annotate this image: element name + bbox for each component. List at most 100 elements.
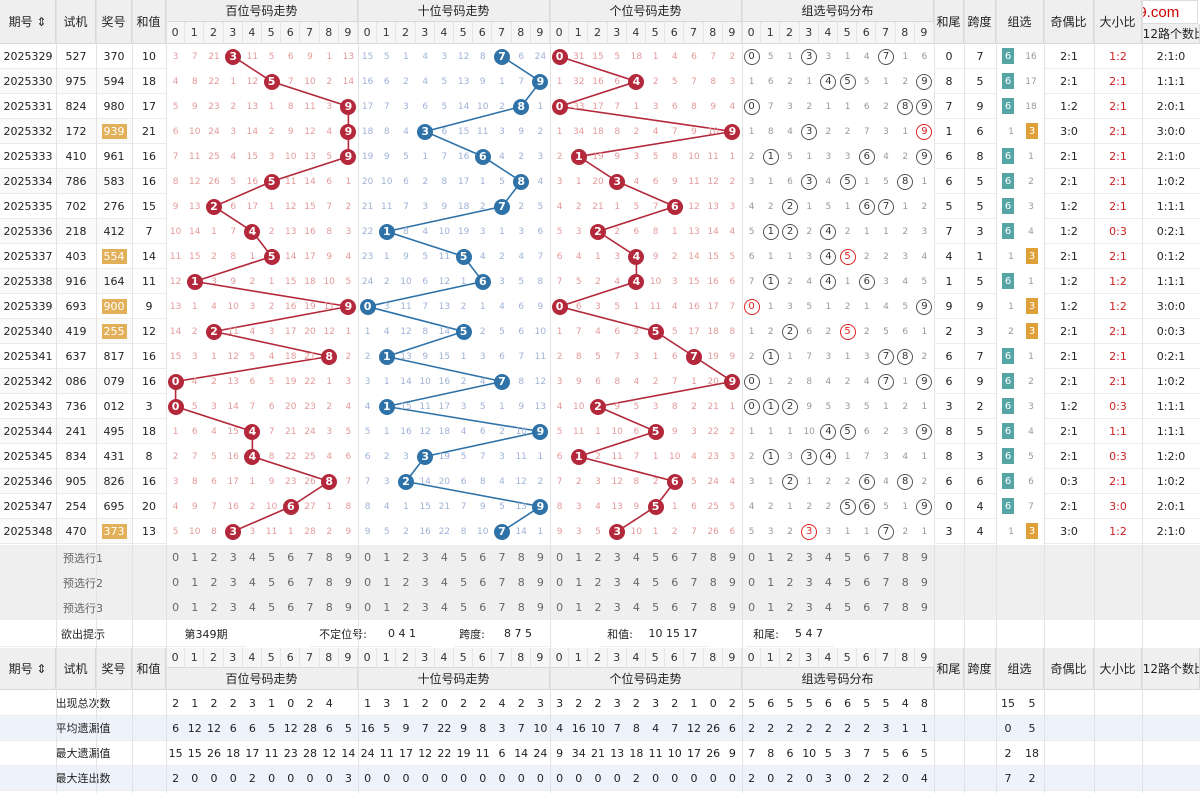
preselect-digit[interactable]: 2 <box>204 595 224 620</box>
preselect-digit[interactable]: 9 <box>338 595 358 620</box>
preselect-digit[interactable]: 5 <box>454 570 474 595</box>
preselect-digit[interactable]: 7 <box>300 595 320 620</box>
preselect-digit[interactable]: 9 <box>530 595 550 620</box>
preselect-digit[interactable]: 1 <box>761 570 781 595</box>
preselect-digit[interactable]: 8 <box>703 595 723 620</box>
preselect-digit[interactable]: 9 <box>338 545 358 570</box>
preselect-digit[interactable]: 3 <box>799 570 819 595</box>
preselect-digit[interactable]: 0 <box>358 595 378 620</box>
preselect-digit[interactable]: 5 <box>838 570 858 595</box>
preselect-digit[interactable]: 4 <box>242 570 262 595</box>
preselect-digit[interactable]: 9 <box>914 545 934 570</box>
preselect-digit[interactable]: 7 <box>492 595 512 620</box>
preselect-digit[interactable]: 5 <box>262 570 282 595</box>
preselect-digit[interactable]: 1 <box>569 570 589 595</box>
preselect-digit[interactable]: 0 <box>742 545 762 570</box>
preselect-digit[interactable]: 5 <box>262 595 282 620</box>
preselect-digit[interactable]: 4 <box>626 545 646 570</box>
preselect-digit[interactable]: 2 <box>204 570 224 595</box>
preselect-digit[interactable]: 9 <box>338 570 358 595</box>
preselect-digit[interactable]: 4 <box>434 570 454 595</box>
preselect-digit[interactable]: 6 <box>281 570 301 595</box>
preselect-digit[interactable]: 0 <box>742 595 762 620</box>
preselect-digit[interactable]: 0 <box>166 595 186 620</box>
preselect-digit[interactable]: 9 <box>722 595 742 620</box>
preselect-digit[interactable]: 6 <box>857 595 877 620</box>
preselect-digit[interactable]: 4 <box>626 595 646 620</box>
preselect-digit[interactable]: 1 <box>569 595 589 620</box>
preselect-digit[interactable]: 1 <box>377 595 397 620</box>
preselect-digit[interactable]: 8 <box>319 545 339 570</box>
preselect-digit[interactable]: 8 <box>319 570 339 595</box>
preselect-digit[interactable]: 3 <box>799 595 819 620</box>
preselect-digit[interactable]: 7 <box>492 570 512 595</box>
preselect-digit[interactable]: 9 <box>530 545 550 570</box>
preselect-digit[interactable]: 8 <box>895 570 915 595</box>
preselect-digit[interactable]: 3 <box>415 570 435 595</box>
preselect-digit[interactable]: 9 <box>722 570 742 595</box>
preselect-digit[interactable]: 8 <box>511 595 531 620</box>
footer-period-header[interactable]: 期号 ⇕ <box>0 648 56 690</box>
period-header[interactable]: 期号 ⇕ <box>0 0 56 44</box>
preselect-digit[interactable]: 6 <box>857 570 877 595</box>
preselect-digit[interactable]: 4 <box>434 595 454 620</box>
preselect-digit[interactable]: 7 <box>684 570 704 595</box>
preselect-digit[interactable]: 2 <box>396 595 416 620</box>
preselect-digit[interactable]: 1 <box>761 595 781 620</box>
preselect-digit[interactable]: 3 <box>223 570 243 595</box>
preselect-digit[interactable]: 3 <box>607 595 627 620</box>
preselect-digit[interactable]: 5 <box>262 545 282 570</box>
preselect-digit[interactable]: 7 <box>876 570 896 595</box>
preselect-digit[interactable]: 3 <box>223 595 243 620</box>
preselect-digit[interactable]: 0 <box>550 570 570 595</box>
preselect-digit[interactable]: 2 <box>588 595 608 620</box>
preselect-digit[interactable]: 1 <box>185 570 205 595</box>
preselect-digit[interactable]: 2 <box>396 570 416 595</box>
preselect-digit[interactable]: 7 <box>876 545 896 570</box>
preselect-digit[interactable]: 6 <box>665 545 685 570</box>
preselect-digit[interactable]: 6 <box>473 595 493 620</box>
preselect-digit[interactable]: 2 <box>396 545 416 570</box>
preselect-digit[interactable]: 8 <box>703 570 723 595</box>
preselect-digit[interactable]: 2 <box>588 545 608 570</box>
preselect-digit[interactable]: 9 <box>914 570 934 595</box>
preselect-digit[interactable]: 4 <box>818 595 838 620</box>
preselect-digit[interactable]: 1 <box>377 570 397 595</box>
preselect-digit[interactable]: 6 <box>857 545 877 570</box>
preselect-digit[interactable]: 1 <box>569 545 589 570</box>
preselect-digit[interactable]: 6 <box>473 545 493 570</box>
preselect-digit[interactable]: 6 <box>473 570 493 595</box>
preselect-digit[interactable]: 5 <box>646 545 666 570</box>
preselect-digit[interactable]: 4 <box>626 570 646 595</box>
preselect-digit[interactable]: 8 <box>319 595 339 620</box>
preselect-digit[interactable]: 7 <box>300 570 320 595</box>
preselect-digit[interactable]: 8 <box>895 595 915 620</box>
preselect-digit[interactable]: 1 <box>185 545 205 570</box>
preselect-digit[interactable]: 4 <box>242 545 262 570</box>
preselect-digit[interactable]: 0 <box>550 595 570 620</box>
preselect-digit[interactable]: 3 <box>415 545 435 570</box>
preselect-digit[interactable]: 0 <box>166 570 186 595</box>
preselect-digit[interactable]: 9 <box>722 545 742 570</box>
preselect-digit[interactable]: 9 <box>530 570 550 595</box>
preselect-digit[interactable]: 1 <box>761 545 781 570</box>
preselect-digit[interactable]: 6 <box>665 595 685 620</box>
preselect-digit[interactable]: 1 <box>377 545 397 570</box>
preselect-digit[interactable]: 6 <box>281 595 301 620</box>
preselect-digit[interactable]: 4 <box>434 545 454 570</box>
preselect-digit[interactable]: 8 <box>703 545 723 570</box>
preselect-digit[interactable]: 0 <box>550 545 570 570</box>
preselect-digit[interactable]: 0 <box>166 545 186 570</box>
preselect-digit[interactable]: 7 <box>492 545 512 570</box>
preselect-digit[interactable]: 4 <box>818 545 838 570</box>
preselect-digit[interactable]: 5 <box>646 595 666 620</box>
preselect-digit[interactable]: 0 <box>358 545 378 570</box>
preselect-digit[interactable]: 0 <box>742 570 762 595</box>
preselect-digit[interactable]: 5 <box>454 545 474 570</box>
preselect-digit[interactable]: 6 <box>665 570 685 595</box>
preselect-digit[interactable]: 2 <box>780 570 800 595</box>
preselect-digit[interactable]: 1 <box>185 595 205 620</box>
preselect-digit[interactable]: 4 <box>242 595 262 620</box>
preselect-digit[interactable]: 5 <box>838 545 858 570</box>
preselect-digit[interactable]: 9 <box>914 595 934 620</box>
